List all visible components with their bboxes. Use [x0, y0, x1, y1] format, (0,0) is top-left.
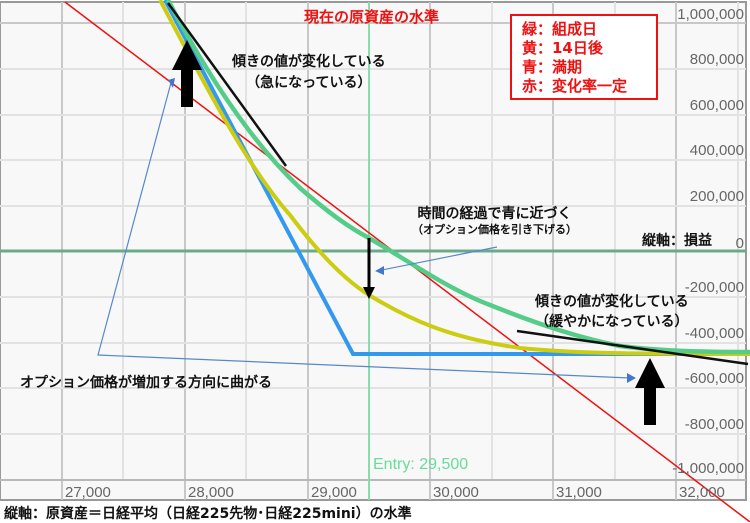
x-tick: 29,000	[311, 484, 357, 501]
y-tick: -200,000	[684, 279, 744, 296]
note-line: 傾きの値が変化している	[232, 54, 386, 70]
y-tick: 800,000	[689, 51, 744, 68]
note-line: （急になっている）	[246, 75, 372, 91]
note-line: （緩やかになっている）	[535, 314, 689, 330]
entry-label: Entry: 29,500	[373, 456, 469, 473]
y-tick: 400,000	[689, 142, 744, 159]
legend-item-red: 赤：変化率一定	[522, 77, 628, 95]
legend: 緑：組成日 黄：14日後 青：満期 赤：変化率一定	[510, 14, 658, 100]
x-tick: 30,000	[433, 484, 479, 501]
y-tick: -400,000	[684, 325, 744, 342]
x-tick: 31,000	[556, 484, 602, 501]
x-axis-caption: 縦軸：原資産＝日経平均（日経225先物･日経225mini）の水準	[4, 506, 412, 522]
up-arrow-icon	[635, 358, 665, 425]
y-tick: -800,000	[684, 416, 744, 433]
x-tick: 27,000	[65, 484, 111, 501]
down-arrow-icon	[363, 238, 375, 299]
arrowhead-icon	[375, 266, 384, 275]
x-tick: 32,000	[679, 484, 725, 501]
y-axis-label: 縦軸：損益	[642, 233, 712, 249]
chart-title: 現在の原資産の水準	[304, 8, 440, 26]
y-tick: -600,000	[684, 370, 744, 387]
up-arrow-icon	[172, 40, 202, 107]
note-line: （オプション価格を引き下げる）	[412, 223, 577, 236]
y-tick: 0	[735, 235, 744, 252]
curve-direction-note: オプション価格が増加する方向に曲がる	[20, 375, 272, 391]
y-tick: 200,000	[689, 188, 744, 205]
arrowhead-icon	[168, 78, 175, 88]
gentle-slope-note: 傾きの値が変化している （緩やかになっている）	[535, 292, 689, 332]
legend-item-blue: 青：満期	[522, 58, 583, 76]
x-tick: 28,000	[188, 484, 234, 501]
note-line: 時間の経過で青に近づく	[417, 206, 572, 222]
legend-item-green: 緑：組成日	[522, 20, 598, 38]
arrowhead-icon	[627, 373, 636, 383]
note-line: 傾きの値が変化している	[535, 294, 689, 310]
time-decay-note: 時間の経過で青に近づく （オプション価格を引き下げる）	[412, 205, 577, 237]
legend-item-yellow: 黄：14日後	[522, 39, 603, 57]
gentle-tangent-line	[516, 329, 749, 366]
pointer-arrows	[97, 78, 631, 379]
steep-slope-note: 傾きの値が変化している （急になっている）	[232, 52, 386, 94]
y-tick: -1,000,000	[672, 460, 744, 477]
y-tick: 600,000	[689, 97, 744, 114]
y-tick: 1,000,000	[677, 6, 744, 23]
steep-tangent-line	[166, 2, 288, 167]
